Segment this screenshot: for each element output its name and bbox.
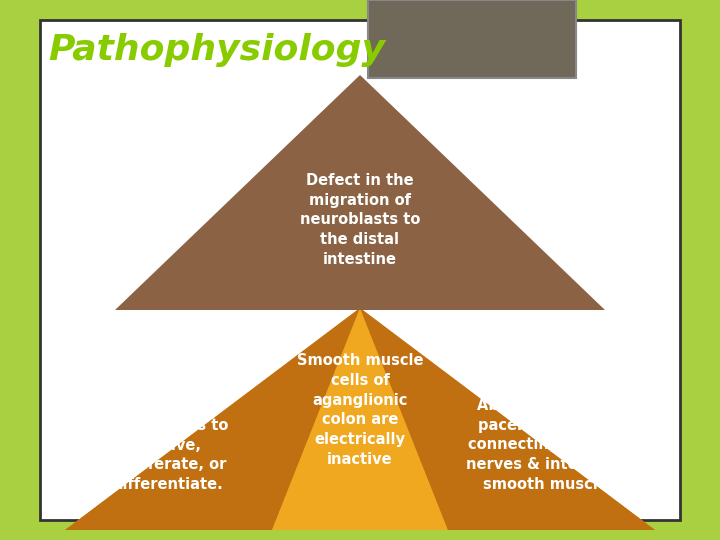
Bar: [40, 20, 680, 520]
Polygon shape: [360, 308, 655, 530]
Bar: [368, 0, 576, 78]
Bar: [40, 20, 680, 520]
Polygon shape: [65, 308, 360, 530]
Polygon shape: [115, 75, 605, 310]
Text: Defect in the
migration of
neuroblasts to
the distal
intestine: Defect in the migration of neuroblasts t…: [300, 173, 420, 267]
Polygon shape: [272, 308, 448, 530]
Text: Failure of
neuroblasts to
survive,
proliferate, or
differentiate.: Failure of neuroblasts to survive, proli…: [108, 398, 228, 492]
Text: Pathophysiology: Pathophysiology: [48, 33, 385, 67]
Text: Abnormalities in
pacemaker cells
connecting enteric
nerves & intestinal
smooth m: Abnormalities in pacemaker cells connect…: [466, 398, 624, 492]
Polygon shape: [65, 308, 655, 530]
Text: Smooth muscle
cells of
aganglionic
colon are
electrically
inactive: Smooth muscle cells of aganglionic colon…: [297, 353, 423, 467]
